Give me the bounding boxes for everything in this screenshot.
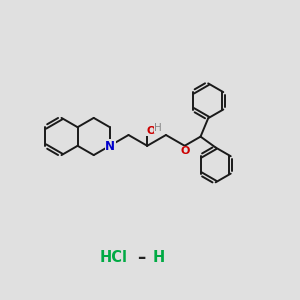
Text: N: N: [105, 140, 115, 153]
Text: H: H: [153, 250, 165, 266]
Text: O: O: [146, 125, 156, 136]
Text: HCl: HCl: [100, 250, 128, 266]
Text: –: –: [137, 249, 145, 267]
Text: H: H: [154, 123, 162, 133]
Text: O: O: [181, 146, 190, 156]
